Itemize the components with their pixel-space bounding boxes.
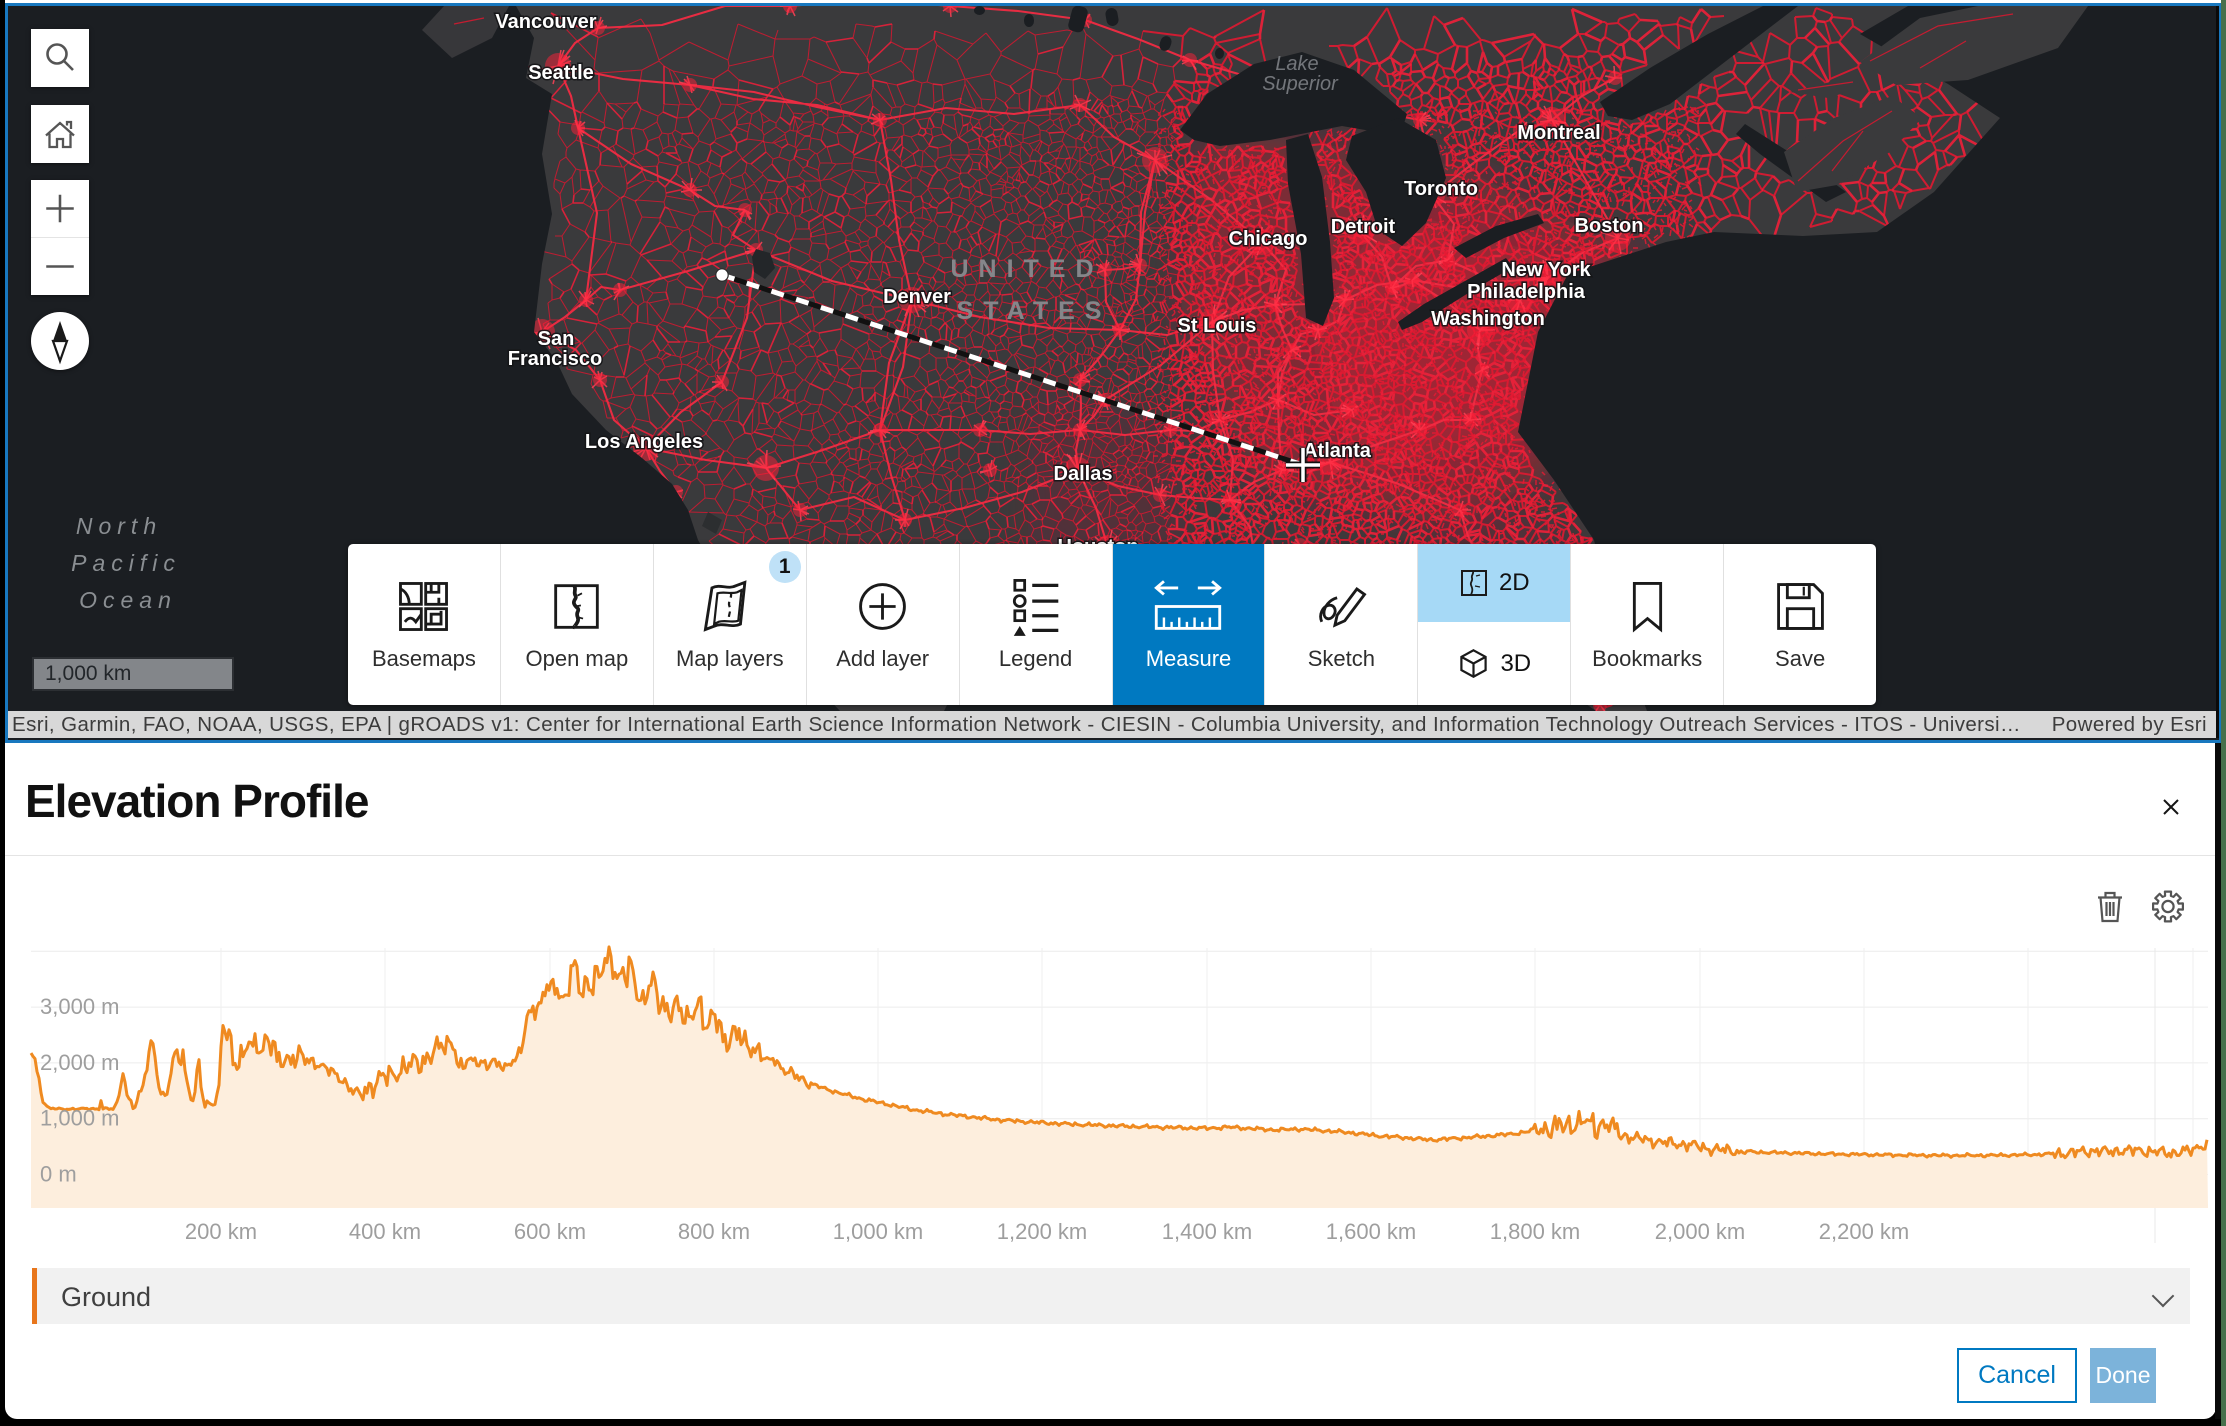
svg-text:New York: New York [1501, 259, 1591, 281]
svg-text:Francisco: Francisco [508, 348, 602, 370]
svg-text:3,000 m: 3,000 m [40, 994, 120, 1019]
svg-text:0 m: 0 m [40, 1162, 77, 1187]
svg-text:Toronto: Toronto [1404, 178, 1478, 200]
svg-text:Boston: Boston [1575, 215, 1644, 237]
svg-text:St Louis: St Louis [1178, 315, 1257, 337]
svg-text:San: San [538, 328, 575, 350]
svg-text:1,000 m: 1,000 m [40, 1106, 120, 1131]
svg-text:2,000 m: 2,000 m [40, 1050, 120, 1075]
svg-text:Atlanta: Atlanta [1303, 440, 1372, 462]
svg-text:400 km: 400 km [349, 1219, 421, 1244]
svg-text:North: North [76, 513, 162, 539]
svg-text:Lake: Lake [1275, 53, 1318, 75]
svg-text:Los Angeles: Los Angeles [585, 431, 703, 453]
svg-text:Philadelphia: Philadelphia [1467, 281, 1586, 303]
svg-text:2,200 km: 2,200 km [1819, 1219, 1910, 1244]
svg-text:Pacific: Pacific [71, 550, 181, 576]
svg-text:Dallas: Dallas [1054, 463, 1113, 485]
svg-text:800 km: 800 km [678, 1219, 750, 1244]
svg-text:Ocean: Ocean [79, 587, 177, 613]
svg-text:600 km: 600 km [514, 1219, 586, 1244]
svg-text:STATES: STATES [957, 297, 1112, 325]
svg-text:Superior: Superior [1262, 73, 1339, 95]
svg-text:Detroit: Detroit [1331, 216, 1396, 238]
svg-text:1,200 km: 1,200 km [997, 1219, 1088, 1244]
svg-text:200 km: 200 km [185, 1219, 257, 1244]
svg-text:1,600 km: 1,600 km [1326, 1219, 1417, 1244]
svg-text:2,000 km: 2,000 km [1655, 1219, 1746, 1244]
svg-text:1,400 km: 1,400 km [1162, 1219, 1253, 1244]
svg-text:Vancouver: Vancouver [495, 11, 596, 33]
svg-text:Montreal: Montreal [1517, 122, 1600, 144]
svg-text:Washington: Washington [1431, 308, 1545, 330]
svg-text:UNITED: UNITED [950, 255, 1103, 283]
svg-text:1,000 km: 1,000 km [833, 1219, 924, 1244]
svg-text:Seattle: Seattle [528, 62, 594, 84]
svg-text:1,800 km: 1,800 km [1490, 1219, 1581, 1244]
svg-text:Denver: Denver [883, 286, 951, 308]
svg-text:Chicago: Chicago [1229, 228, 1308, 250]
